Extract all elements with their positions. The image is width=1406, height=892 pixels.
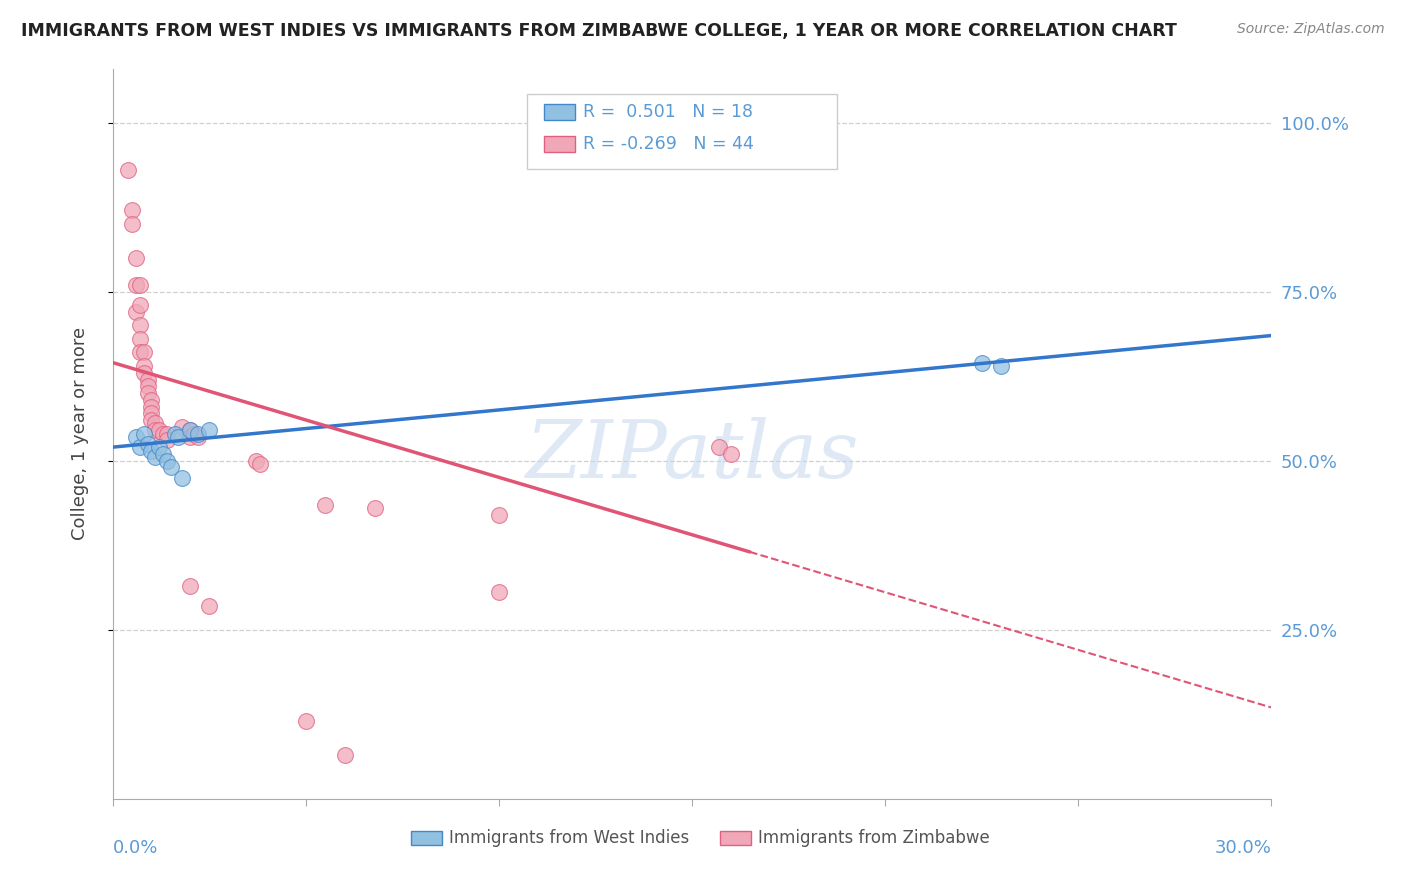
Point: [172, 470, 194, 484]
Point: [141, 406, 163, 420]
Point: [148, 423, 170, 437]
Point: [132, 366, 155, 380]
Point: [143, 450, 166, 465]
Point: [128, 277, 150, 292]
Point: [172, 420, 194, 434]
Text: R =  0.501   N = 18: R = 0.501 N = 18: [583, 103, 754, 121]
Point: [132, 345, 155, 359]
Point: [156, 426, 179, 441]
Point: [141, 443, 163, 458]
Text: 0.0%: 0.0%: [112, 838, 159, 857]
Point: [187, 426, 209, 441]
Point: [198, 423, 221, 437]
Point: [159, 460, 181, 475]
Point: [125, 277, 148, 292]
Point: [179, 579, 201, 593]
Text: Immigrants from West Indies: Immigrants from West Indies: [449, 829, 689, 847]
Text: Immigrants from Zimbabwe: Immigrants from Zimbabwe: [758, 829, 990, 847]
Point: [364, 500, 387, 515]
Point: [990, 359, 1012, 373]
Point: [125, 251, 148, 265]
Point: [128, 332, 150, 346]
Point: [179, 423, 201, 437]
Point: [152, 426, 174, 441]
Point: [245, 453, 267, 467]
Point: [141, 392, 163, 407]
Point: [141, 413, 163, 427]
Point: [125, 430, 148, 444]
Point: [488, 508, 510, 522]
Point: [143, 417, 166, 431]
Point: [707, 440, 730, 454]
Point: [183, 426, 205, 441]
Text: IMMIGRANTS FROM WEST INDIES VS IMMIGRANTS FROM ZIMBABWE COLLEGE, 1 YEAR OR MORE : IMMIGRANTS FROM WEST INDIES VS IMMIGRANT…: [21, 22, 1177, 40]
Point: [143, 423, 166, 437]
Point: [970, 356, 993, 370]
Point: [156, 434, 179, 448]
Text: ZIPatlas: ZIPatlas: [526, 417, 859, 494]
Y-axis label: College, 1 year or more: College, 1 year or more: [72, 327, 89, 541]
Point: [117, 163, 139, 178]
Point: [720, 447, 742, 461]
Point: [333, 747, 356, 762]
Point: [125, 305, 148, 319]
Point: [187, 430, 209, 444]
Point: [167, 430, 190, 444]
Text: 30.0%: 30.0%: [1215, 838, 1271, 857]
Point: [179, 430, 201, 444]
Point: [156, 453, 179, 467]
Point: [148, 440, 170, 454]
Point: [136, 386, 159, 401]
Text: Source: ZipAtlas.com: Source: ZipAtlas.com: [1237, 22, 1385, 37]
Point: [249, 457, 271, 471]
Point: [295, 714, 318, 728]
Point: [198, 599, 221, 613]
Point: [179, 423, 201, 437]
Point: [163, 426, 186, 441]
Point: [128, 318, 150, 333]
Point: [132, 359, 155, 373]
Point: [128, 298, 150, 312]
Point: [136, 436, 159, 450]
Point: [121, 203, 143, 218]
Point: [121, 217, 143, 231]
Text: R = -0.269   N = 44: R = -0.269 N = 44: [583, 135, 755, 153]
Point: [314, 498, 336, 512]
Point: [136, 372, 159, 386]
Point: [141, 400, 163, 414]
Point: [488, 585, 510, 599]
Point: [128, 345, 150, 359]
Point: [132, 426, 155, 441]
Point: [128, 440, 150, 454]
Point: [152, 447, 174, 461]
Point: [136, 379, 159, 393]
